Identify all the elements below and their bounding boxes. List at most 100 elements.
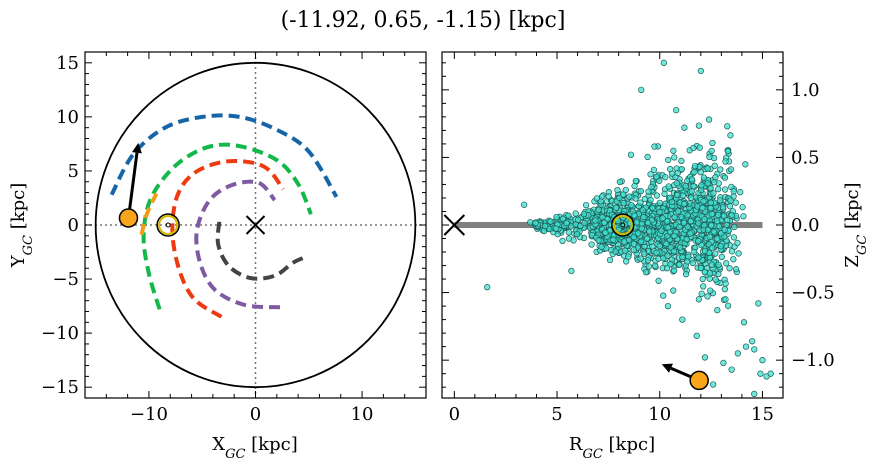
sun-center-dot xyxy=(165,222,171,228)
star-point xyxy=(721,174,729,181)
spiral-arm-4 xyxy=(215,221,306,281)
star-point xyxy=(674,169,681,177)
star-point xyxy=(749,338,756,345)
right-y-axis-label: ZGC [kpc] xyxy=(842,182,870,267)
star-point xyxy=(645,188,652,195)
star-point xyxy=(640,214,647,221)
star-point xyxy=(655,277,662,284)
star-point xyxy=(662,173,669,181)
star-point xyxy=(701,354,709,361)
sun-yellow-ring xyxy=(612,215,633,235)
star-point xyxy=(732,266,740,273)
star-point xyxy=(673,180,681,187)
left-x-tick-label: −10 xyxy=(130,404,168,425)
star-point xyxy=(708,147,715,155)
star-point xyxy=(612,248,619,255)
right-y-tick-label: −0.5 xyxy=(791,283,835,304)
sun-yellow-ring xyxy=(158,215,179,235)
star-point xyxy=(701,216,708,223)
star-point xyxy=(638,225,645,232)
object-marker xyxy=(689,370,709,391)
star-point xyxy=(695,220,702,227)
star-point xyxy=(620,238,628,245)
star-point xyxy=(690,144,697,152)
star-point xyxy=(661,190,668,197)
star-point xyxy=(715,261,722,268)
star-point xyxy=(684,212,691,219)
star-point xyxy=(699,283,707,290)
star-point xyxy=(680,200,688,208)
star-point xyxy=(568,267,575,275)
left-panel: −10 0 10 15 10 5 0 −5 −10 −15 XGC [kpc] YGC [kpc] xyxy=(8,51,427,462)
star-point xyxy=(637,238,645,246)
star-point xyxy=(706,153,713,161)
star-point xyxy=(707,199,714,206)
star-point xyxy=(727,197,734,204)
sun-outer-ring xyxy=(156,213,180,237)
star-point xyxy=(720,359,727,367)
star-point xyxy=(565,235,573,242)
star-point xyxy=(631,212,638,219)
star-point xyxy=(691,248,698,256)
left-axes-frame xyxy=(84,51,427,399)
star-point xyxy=(711,162,718,169)
star-point xyxy=(588,241,595,248)
star-point xyxy=(592,217,599,224)
star-point xyxy=(708,222,715,229)
spiral-arm-2 xyxy=(170,158,285,319)
star-point xyxy=(582,201,590,209)
star-point xyxy=(553,213,560,221)
star-point xyxy=(697,264,704,272)
star-point xyxy=(620,200,627,207)
star-point xyxy=(641,195,648,203)
star-point xyxy=(541,222,549,230)
star-point xyxy=(632,195,639,202)
star-point xyxy=(730,188,737,195)
star-point xyxy=(678,165,685,173)
star-point xyxy=(721,226,728,234)
star-point xyxy=(711,179,718,186)
figure-title: (-11.92, 0.65, -1.15) [kpc] xyxy=(281,8,566,33)
star-point xyxy=(644,257,652,264)
star-point xyxy=(674,191,681,199)
star-point xyxy=(665,156,672,164)
star-point xyxy=(653,173,660,181)
star-point xyxy=(671,232,678,240)
star-point xyxy=(708,244,716,251)
star-point xyxy=(680,219,688,227)
star-point xyxy=(671,154,678,161)
star-point xyxy=(643,235,651,242)
star-point xyxy=(739,204,746,211)
star-point xyxy=(670,287,677,294)
star-point xyxy=(626,193,633,200)
star-point xyxy=(670,248,678,255)
star-point xyxy=(645,263,653,270)
star-point xyxy=(660,59,668,66)
star-point xyxy=(724,302,732,309)
left-x-tick-label: 10 xyxy=(351,404,374,425)
star-point xyxy=(581,219,588,227)
star-point xyxy=(616,194,623,201)
star-point xyxy=(728,248,736,255)
right-axes-frame xyxy=(441,51,784,399)
star-point xyxy=(658,227,665,234)
star-point xyxy=(732,199,739,206)
star-point xyxy=(682,271,690,278)
star-point xyxy=(644,153,651,161)
right-panel: 0 5 10 15 1.0 0.5 0.0 −0.5 −1.0 RGC [kpc] ZGC [k… xyxy=(441,51,870,462)
left-y-axis-label: YGC [kpc] xyxy=(8,183,36,269)
star-point xyxy=(695,296,703,303)
star-point xyxy=(630,233,637,241)
star-point xyxy=(676,261,683,268)
star-point xyxy=(704,165,711,172)
star-point xyxy=(691,168,698,176)
star-point xyxy=(718,253,726,261)
star-point xyxy=(706,270,714,277)
spiral-arm-3 xyxy=(194,179,281,310)
star-point xyxy=(728,366,735,373)
star-point xyxy=(647,196,654,204)
sun-outer-ring xyxy=(611,213,635,237)
star-point xyxy=(663,218,671,225)
star-point xyxy=(675,208,682,215)
